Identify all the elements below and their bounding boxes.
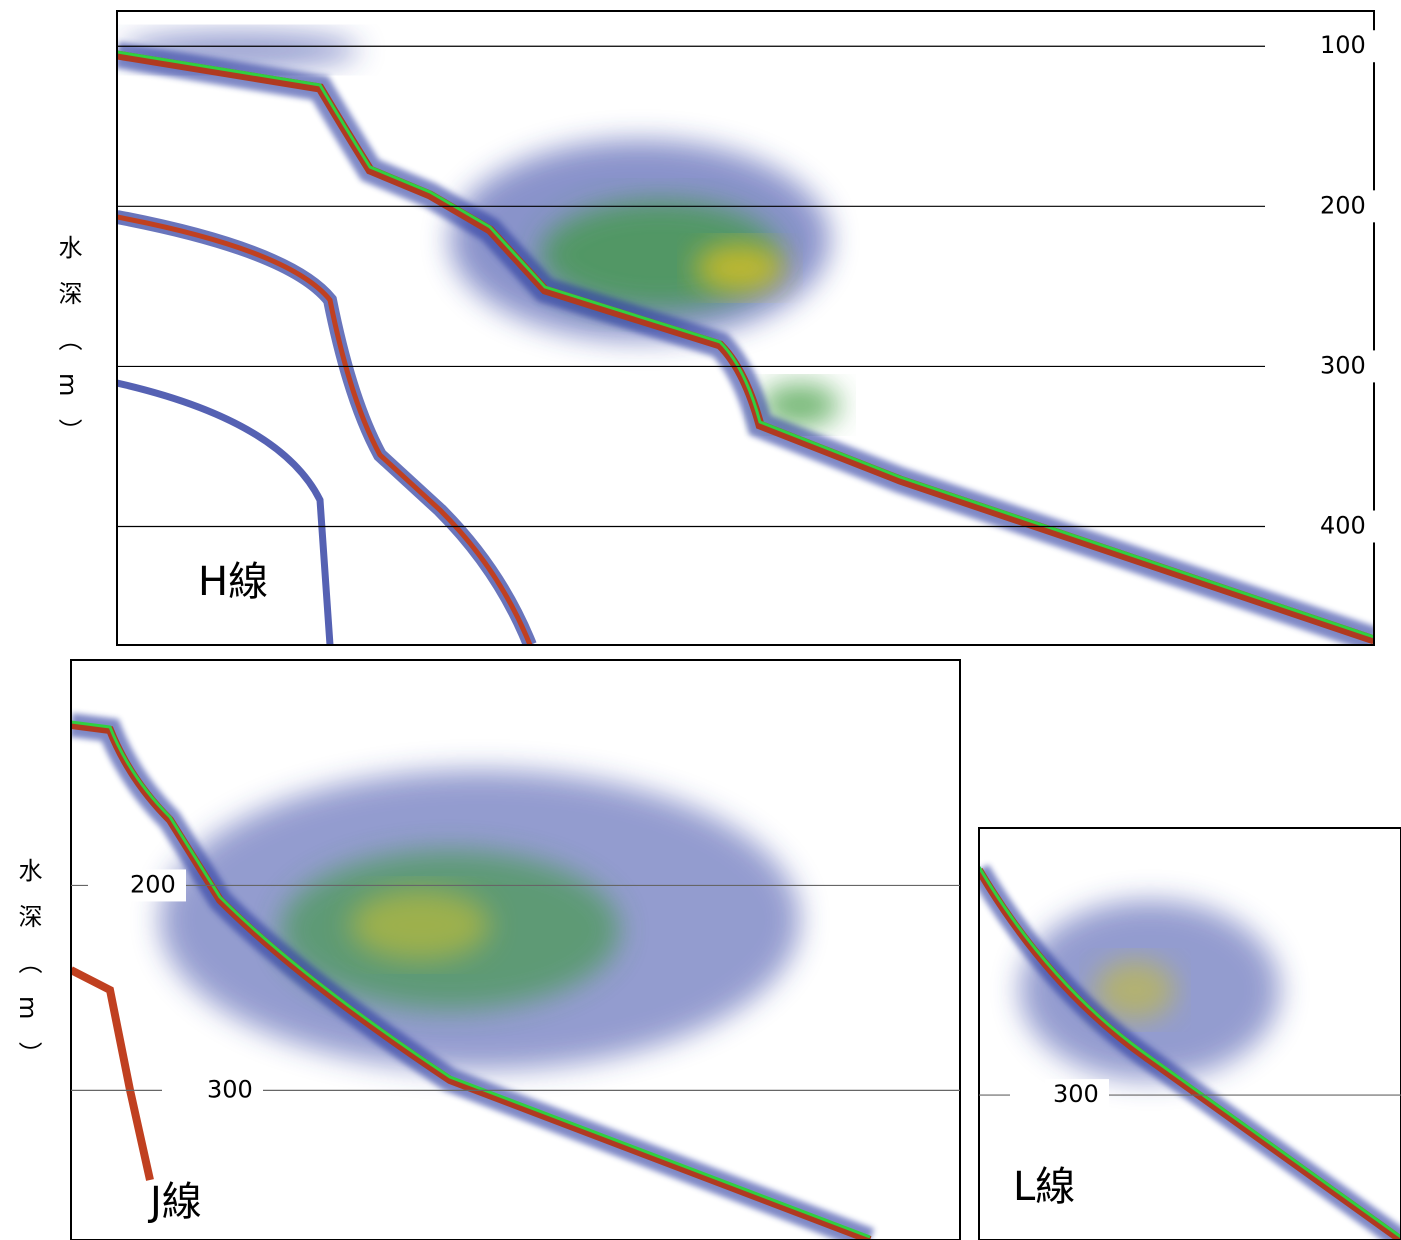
panel-label: J線	[147, 1179, 202, 1225]
echo-traces	[71, 722, 870, 1240]
y-axis-label: 水深（m）	[14, 858, 42, 1087]
echo-traces	[117, 32, 1374, 645]
y-axis-label: 水深（m）	[54, 235, 82, 464]
panel-label: L線	[1013, 1164, 1075, 1210]
y-tick-label: 200	[130, 870, 176, 898]
y-tick-label: 300	[1320, 351, 1366, 379]
y-tick-label: 100	[1320, 31, 1366, 59]
page: 100200300400水深（m）H線200300水深（m）J線300L線 ((…	[0, 0, 1401, 1240]
y-tick-label: 300	[1053, 1080, 1099, 1108]
echogram-figure: 100 200 300 400 水深（m） H線 200 300 水深（m） J線 300 L線	[0, 0, 1401, 1240]
y-tick-label: 400	[1320, 512, 1366, 540]
y-tick-label: 300	[207, 1075, 253, 1103]
y-tick-label: 200	[1320, 191, 1366, 219]
panel-label: H線	[198, 559, 268, 605]
panel-frame	[117, 11, 1374, 645]
